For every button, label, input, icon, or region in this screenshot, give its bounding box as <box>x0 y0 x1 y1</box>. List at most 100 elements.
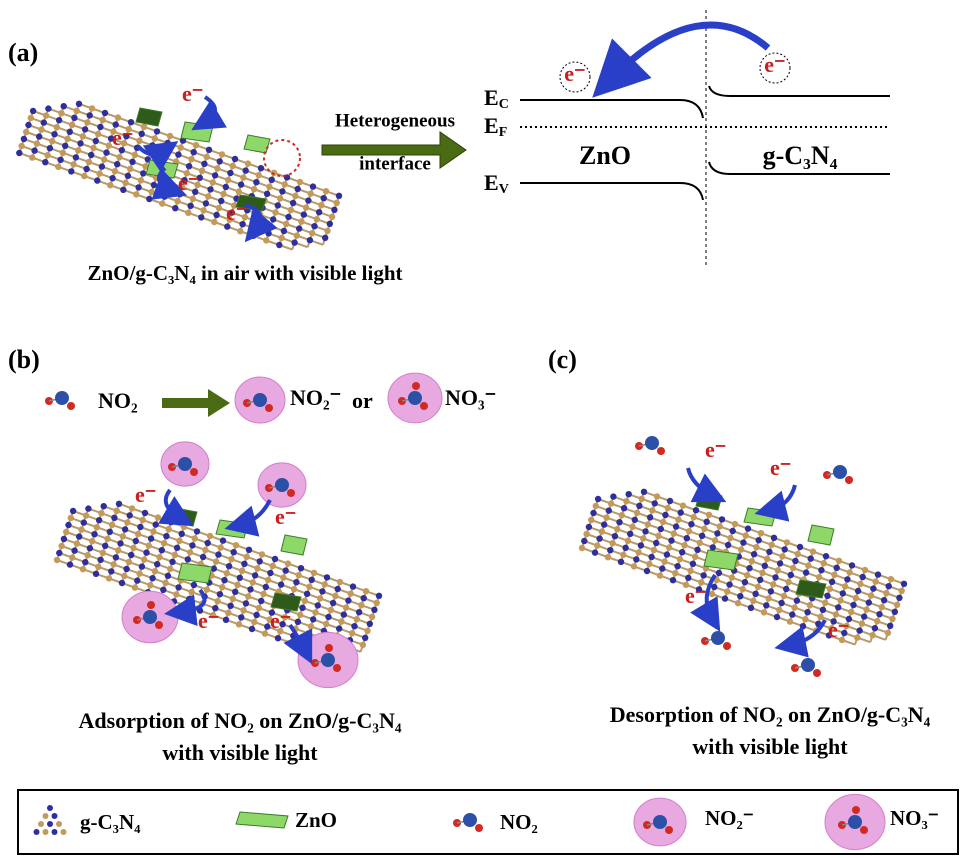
atom <box>336 625 342 631</box>
atom <box>609 540 615 546</box>
electron: e⁻ <box>182 81 203 106</box>
atom <box>200 207 206 213</box>
atom <box>606 507 612 513</box>
atom <box>45 105 51 111</box>
atom <box>660 519 666 525</box>
atom <box>156 554 162 560</box>
atom <box>655 533 661 539</box>
atom <box>759 570 765 576</box>
atom <box>95 131 101 137</box>
atom <box>771 535 777 541</box>
atom <box>128 552 134 558</box>
atom <box>172 552 178 558</box>
atom <box>163 533 169 539</box>
atom <box>215 551 221 557</box>
atom <box>82 559 88 565</box>
atom <box>788 572 794 578</box>
atom <box>861 613 867 619</box>
atom <box>74 540 80 546</box>
oxygen <box>665 826 673 834</box>
atom <box>776 607 782 613</box>
atom <box>56 117 62 123</box>
atom <box>794 597 800 603</box>
atom <box>237 228 243 234</box>
atom <box>675 516 681 522</box>
atom <box>169 559 175 565</box>
atom <box>270 563 276 569</box>
atom <box>686 528 692 534</box>
atom <box>115 547 121 553</box>
atom <box>310 616 316 622</box>
atom <box>205 540 211 546</box>
arrow-text: interface <box>359 153 431 174</box>
atom <box>151 182 157 188</box>
atom <box>822 600 828 606</box>
atom <box>111 515 117 521</box>
atom <box>863 606 869 612</box>
atom <box>54 124 60 130</box>
atom <box>94 177 100 183</box>
atom <box>116 501 122 507</box>
atom <box>54 557 60 563</box>
atom <box>265 577 271 583</box>
atom <box>71 547 77 553</box>
panel-label: (a) <box>8 38 38 67</box>
atom <box>203 200 209 206</box>
atom <box>662 512 668 518</box>
atom <box>866 599 872 605</box>
atom <box>82 126 88 132</box>
atom <box>795 551 801 557</box>
atom <box>132 152 138 158</box>
atom <box>751 551 757 557</box>
atom <box>213 212 219 218</box>
atom <box>761 609 767 615</box>
nitrogen <box>178 457 192 471</box>
atom <box>256 605 262 611</box>
atom <box>678 509 684 515</box>
atom <box>616 519 622 525</box>
atom <box>753 544 759 550</box>
atom <box>318 202 324 208</box>
atom <box>122 180 128 186</box>
atom <box>693 507 699 513</box>
atom <box>842 583 848 589</box>
atom <box>253 179 259 185</box>
atom <box>18 143 24 149</box>
atom <box>658 526 664 532</box>
atom <box>120 533 126 539</box>
atom <box>89 538 95 544</box>
atom <box>706 512 712 518</box>
atom <box>278 235 284 241</box>
caption: with visible light <box>692 734 848 759</box>
atom <box>593 503 599 509</box>
atom <box>635 549 641 555</box>
atom <box>820 607 826 613</box>
atom <box>369 614 375 620</box>
caption: with visible light <box>162 740 318 765</box>
atom <box>69 554 75 560</box>
atom <box>316 209 322 215</box>
atom <box>285 214 291 220</box>
atom <box>883 590 889 596</box>
atom <box>860 574 866 580</box>
atom <box>688 521 694 527</box>
atom <box>184 603 190 609</box>
atom <box>634 510 640 516</box>
atom <box>102 110 108 116</box>
atom <box>67 129 73 135</box>
atom <box>202 547 208 553</box>
atom <box>56 550 62 556</box>
atom <box>140 517 146 523</box>
conjunction: or <box>352 388 373 413</box>
atom <box>770 581 776 587</box>
atom <box>750 598 756 604</box>
atom <box>221 577 227 583</box>
atom <box>263 237 269 243</box>
atom <box>328 607 334 613</box>
atom <box>101 156 107 162</box>
atom <box>275 635 281 641</box>
atom <box>141 556 147 562</box>
atom <box>296 225 302 231</box>
atom <box>185 210 191 216</box>
atom <box>646 561 652 567</box>
